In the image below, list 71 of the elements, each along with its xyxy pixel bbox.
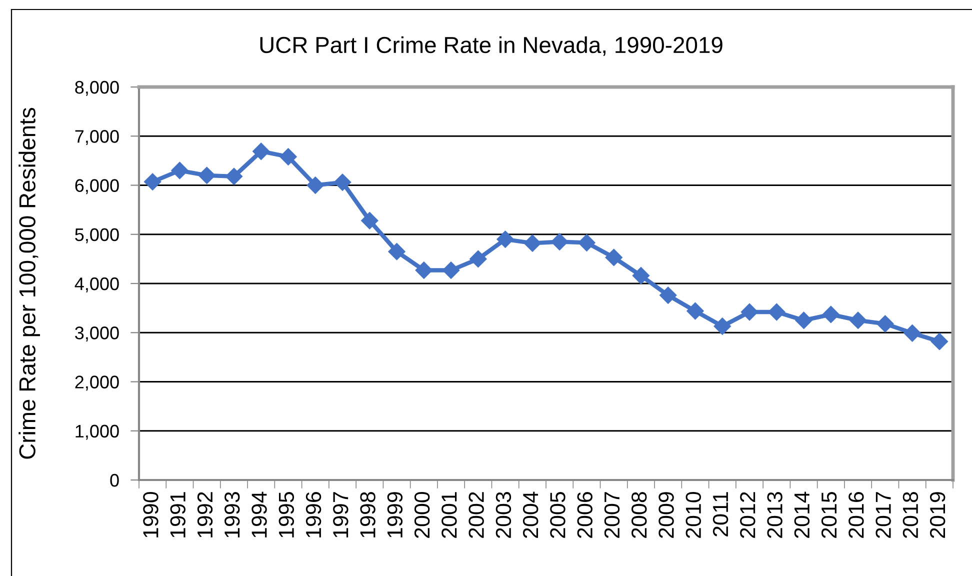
chart-title: UCR Part I Crime Rate in Nevada, 1990-2019 xyxy=(260,36,722,56)
x-tick-label: 2015 xyxy=(821,492,837,538)
point xyxy=(849,312,867,329)
x-tick-label: 1998 xyxy=(360,492,376,538)
point xyxy=(470,250,487,268)
point xyxy=(578,234,596,252)
point xyxy=(225,168,243,185)
x-tick-label: 2012 xyxy=(740,492,756,538)
x-tick-label: 2005 xyxy=(550,492,566,538)
x-tick-label: 1996 xyxy=(306,492,322,538)
y-tick-label: 0 xyxy=(110,474,119,487)
y-tick-label: 1,000 xyxy=(76,424,119,440)
y-tick-label: 6,000 xyxy=(75,179,119,194)
y-tick-label: 3,000 xyxy=(75,326,119,342)
y-tick-label: 8,000 xyxy=(75,80,119,96)
x-tick-label: 2009 xyxy=(658,492,674,538)
point xyxy=(660,286,677,304)
point xyxy=(876,315,894,332)
point xyxy=(388,243,406,260)
x-tick-label: 2018 xyxy=(902,492,918,538)
x-tick-label: 2004 xyxy=(522,492,538,538)
point xyxy=(740,303,758,321)
x-tick-label: 2019 xyxy=(930,492,946,538)
x-tick-label: 2003 xyxy=(496,492,512,538)
point xyxy=(496,230,514,248)
point xyxy=(822,306,840,323)
point xyxy=(171,162,188,180)
point xyxy=(714,318,731,335)
point xyxy=(768,303,786,321)
x-tick-label: 2016 xyxy=(848,492,864,538)
y-tick-label: 2,000 xyxy=(75,376,119,391)
point xyxy=(415,262,432,279)
point xyxy=(144,173,162,190)
x-tick-label: 2014 xyxy=(794,492,810,538)
point xyxy=(632,267,650,284)
y-tick-label: 5,000 xyxy=(75,228,119,244)
point xyxy=(306,176,324,194)
point xyxy=(551,233,568,250)
point xyxy=(280,148,297,166)
point xyxy=(686,302,704,320)
x-tick-label: 2013 xyxy=(767,492,782,538)
x-tick-label: 2000 xyxy=(414,492,430,538)
x-tick-label: 1997 xyxy=(333,492,348,538)
point xyxy=(442,262,460,279)
x-tick-label: 2002 xyxy=(468,492,484,538)
x-tick-label: 1991 xyxy=(170,492,186,538)
x-tick-label: 1994 xyxy=(252,492,267,538)
point xyxy=(361,212,378,230)
x-tick-label: 2017 xyxy=(876,492,891,538)
y-axis-title: Crime Rate per 100,000 Residents xyxy=(18,108,40,459)
y-tick-label: 7,000 xyxy=(75,130,119,145)
x-tick-label: 2006 xyxy=(577,492,592,538)
x-tick-label: 1999 xyxy=(387,492,403,538)
point xyxy=(252,142,270,160)
x-tick-label: 1993 xyxy=(224,492,240,538)
point xyxy=(605,248,622,266)
x-tick-label: 2008 xyxy=(632,492,647,538)
x-tick-label: 2001 xyxy=(442,492,457,538)
y-tick-label: 4,000 xyxy=(74,277,119,292)
point xyxy=(524,234,541,252)
x-tick-label: 2011 xyxy=(712,492,728,536)
point xyxy=(904,324,921,342)
x-tick-label: 1990 xyxy=(143,492,158,538)
x-tick-label: 1992 xyxy=(197,492,213,538)
point xyxy=(795,312,812,329)
x-tick-label: 1995 xyxy=(278,492,294,538)
x-tick-label: 2007 xyxy=(604,492,620,538)
point xyxy=(930,332,948,350)
point xyxy=(198,166,216,184)
point xyxy=(334,174,352,191)
x-tick-label: 2010 xyxy=(686,492,702,538)
